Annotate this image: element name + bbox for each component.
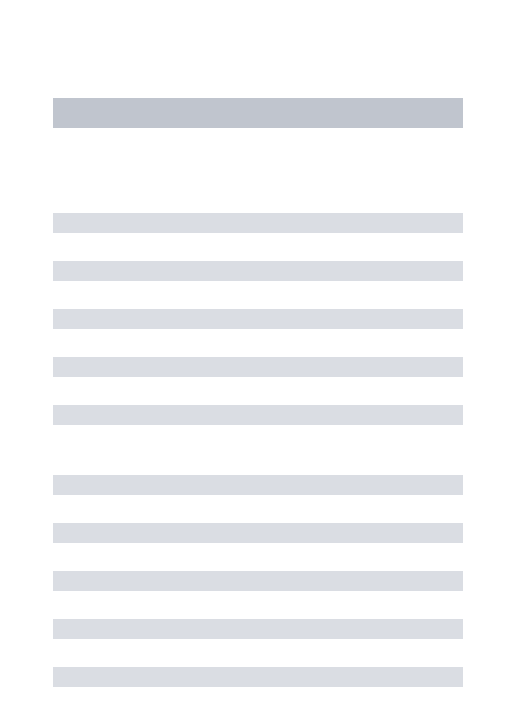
skeleton-line [53, 357, 463, 377]
skeleton-line [53, 571, 463, 591]
skeleton-line [53, 405, 463, 425]
skeleton-line [53, 309, 463, 329]
skeleton-line [53, 213, 463, 233]
skeleton-line [53, 619, 463, 639]
skeleton-container [53, 98, 463, 715]
skeleton-group-gap [53, 453, 463, 475]
skeleton-group-2 [53, 475, 463, 687]
skeleton-group-1 [53, 213, 463, 425]
skeleton-line [53, 475, 463, 495]
skeleton-title-bar [53, 98, 463, 128]
skeleton-line [53, 523, 463, 543]
skeleton-line [53, 667, 463, 687]
skeleton-line [53, 261, 463, 281]
